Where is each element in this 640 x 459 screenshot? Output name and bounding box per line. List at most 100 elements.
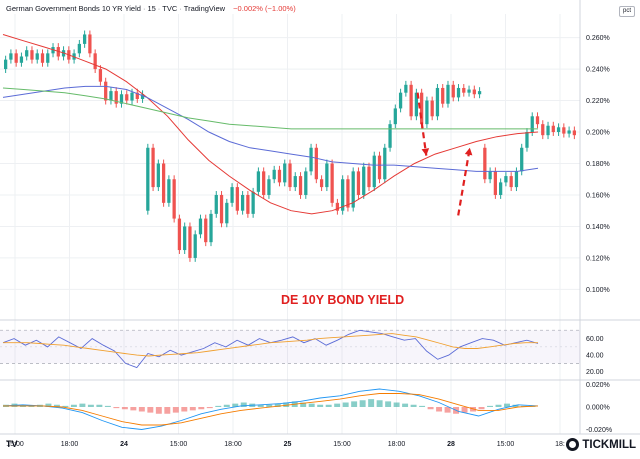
time-tick-label: 18:00 — [388, 441, 406, 448]
candle — [367, 166, 371, 188]
macd-histogram-bar — [215, 405, 222, 407]
chart-watermark: DE 10Y BOND YIELD — [281, 293, 405, 307]
macd-histogram-bar — [181, 407, 188, 412]
candle — [193, 234, 197, 258]
candle — [567, 130, 571, 134]
candle — [430, 100, 434, 117]
candle — [462, 87, 466, 93]
macd-histogram-bar — [410, 404, 417, 407]
time-tick-label: 18:00 — [61, 441, 79, 448]
moving-average-line — [2, 85, 539, 172]
macd-histogram-bar — [79, 403, 86, 407]
candle — [330, 163, 334, 203]
macd-histogram-bar — [419, 405, 426, 407]
candle — [104, 81, 108, 101]
dashed-arrow — [457, 147, 471, 216]
candle — [183, 226, 187, 251]
exchange-label: TVC — [162, 4, 178, 13]
candle — [535, 116, 540, 125]
candle — [362, 166, 366, 195]
rsi-tick-label: 60.00 — [586, 336, 604, 343]
candle — [251, 191, 255, 214]
symbol-title[interactable]: German Government Bonds 10 YR Yield — [6, 4, 141, 13]
time-axis: 15:00 18:00 24 15:00 18:00 25 15:00 18:00 28 15:0… — [6, 441, 565, 448]
macd-histogram-bar — [96, 404, 103, 407]
candles — [4, 30, 576, 262]
candle — [488, 171, 492, 180]
candle — [351, 171, 355, 208]
macd-histogram-bar — [461, 407, 468, 413]
candle — [77, 43, 81, 54]
candle — [14, 53, 18, 63]
macd-histogram-bar — [283, 402, 290, 407]
interval-label[interactable]: 15 — [147, 4, 156, 13]
candle — [477, 91, 482, 95]
candle — [530, 116, 534, 133]
candle — [167, 179, 171, 203]
price-tick-label: 0.260% — [586, 35, 610, 42]
candle — [46, 53, 50, 63]
candle — [172, 179, 176, 219]
candle — [88, 34, 92, 54]
price-tick-label: 0.120% — [586, 255, 610, 262]
candle — [383, 147, 387, 180]
price-tick-label: 0.200% — [586, 130, 610, 137]
candle — [572, 130, 576, 136]
macd-histogram-bar — [53, 404, 60, 407]
tickmill-logo-icon — [566, 438, 580, 451]
macd-tick-label: 0.000% — [586, 405, 610, 412]
candle — [262, 171, 266, 195]
macd-histogram-bar — [436, 407, 443, 412]
macd-histogram-bar — [130, 407, 137, 411]
price-axis: 0.100% 0.120% 0.140% 0.160% 0.180% 0.200% 0.22… — [586, 35, 610, 294]
candle — [230, 187, 234, 203]
moving-average-line — [2, 34, 539, 215]
macd-tick-label: -0.020% — [586, 427, 612, 434]
grid — [0, 14, 580, 434]
time-tick-label: 15:00 — [333, 441, 351, 448]
macd-histogram-bar — [104, 405, 111, 407]
candle — [288, 163, 292, 188]
candle — [456, 87, 461, 98]
candle — [504, 176, 508, 183]
candle — [240, 194, 245, 211]
candle — [467, 89, 471, 93]
candle — [40, 53, 45, 63]
candle — [377, 155, 382, 180]
candle — [314, 147, 318, 180]
candle — [435, 87, 440, 117]
candle — [420, 92, 424, 125]
candle — [161, 163, 166, 203]
time-tick-label: 18:00 — [224, 441, 242, 448]
scale-unit-button[interactable]: pct — [618, 6, 635, 17]
candle — [277, 169, 282, 183]
chart-header: German Government Bonds 10 YR Yield · 15 · T… — [6, 4, 296, 13]
candle — [256, 171, 261, 192]
candle — [335, 202, 340, 211]
candle — [451, 84, 455, 98]
candle — [499, 182, 503, 195]
macd-histogram-bar — [232, 403, 239, 407]
candle — [493, 171, 498, 195]
macd-histogram-bar — [62, 405, 69, 407]
candle — [225, 202, 229, 224]
macd-histogram-bar — [325, 404, 332, 407]
moving-average-line — [2, 87, 538, 130]
macd-histogram-bar — [495, 404, 502, 407]
candle — [551, 125, 555, 133]
macd-line — [3, 393, 539, 426]
candle — [119, 94, 124, 104]
macd-histogram-bar — [138, 407, 145, 412]
macd-histogram-bar — [393, 402, 400, 407]
macd-histogram-bar — [317, 404, 324, 407]
candle — [114, 91, 118, 104]
price-change: −0.002% (−1.00%) — [233, 4, 296, 13]
time-tick-label: 28 — [447, 441, 455, 448]
macd-histogram-bar — [121, 407, 128, 410]
macd-histogram-bar — [257, 404, 264, 407]
candle — [219, 194, 224, 224]
price-tick-label: 0.160% — [586, 192, 610, 199]
macd-histogram-bar — [504, 403, 510, 407]
